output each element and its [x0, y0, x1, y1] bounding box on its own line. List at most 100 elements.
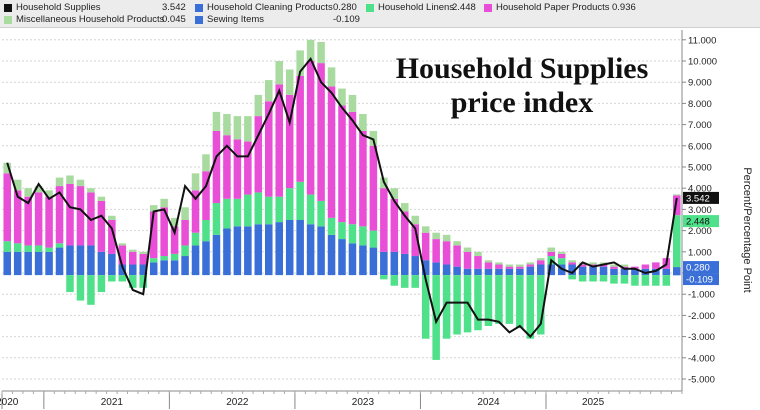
legend-label: Household Cleaning Products — [207, 2, 333, 13]
x-tick-label: 2024 — [477, 397, 500, 408]
bar-segment — [537, 275, 545, 335]
bar-segment — [149, 211, 158, 259]
bar-segment — [191, 232, 200, 246]
bar-segment — [505, 264, 514, 267]
bar-segment — [129, 275, 137, 288]
legend-item-household-linens[interactable]: Household Linens — [366, 2, 454, 13]
household-supplies-line — [6, 56, 678, 339]
bar-segment — [97, 275, 106, 293]
bar-segment — [97, 200, 106, 252]
bar-segment — [212, 234, 221, 273]
bar-segment — [317, 226, 325, 273]
bar-segment — [45, 273, 53, 276]
bar-segment — [359, 130, 367, 227]
bar-segment — [223, 198, 231, 229]
legend-item-miscellaneous-household-products[interactable]: Miscellaneous Household Products — [4, 14, 164, 25]
bar-segment — [45, 251, 53, 273]
legend-item-household-cleaning-products[interactable]: Household Cleaning Products — [195, 2, 333, 13]
bar-segment — [212, 273, 221, 276]
bar-segment — [24, 251, 32, 273]
bar-segment — [97, 196, 106, 201]
bar-segment — [55, 186, 64, 244]
bar-segment — [359, 245, 367, 273]
bar-segment — [673, 273, 681, 276]
bar-segment — [359, 226, 367, 246]
bar-segment — [66, 273, 74, 276]
y-tick-label: 11.000 — [688, 35, 716, 46]
bar-segment — [599, 262, 608, 265]
bar-segment — [181, 245, 189, 257]
bar-segment — [34, 186, 43, 193]
y-tick-label: -3.000 — [688, 332, 715, 343]
bar-segment — [516, 275, 524, 329]
bar-segment — [568, 275, 576, 280]
bar-segment — [411, 273, 419, 276]
bar-segment — [505, 268, 514, 273]
bar-segment — [505, 273, 514, 276]
bar-segment — [411, 215, 419, 225]
y-tick-label: -1.000 — [688, 290, 715, 301]
bar-segment — [170, 217, 179, 227]
bar-segment — [401, 275, 409, 288]
bar-segment — [401, 273, 409, 276]
bar-segment — [285, 273, 294, 276]
bar-segment — [547, 251, 555, 257]
bar-segment — [610, 266, 618, 269]
chart-title-line2: price index — [451, 86, 594, 119]
bar-segment — [55, 177, 64, 187]
bar-segment — [568, 260, 576, 263]
bar-segment — [139, 264, 147, 273]
bar-segment — [421, 273, 430, 276]
bar-segment — [453, 241, 461, 246]
legend-value: -0.109 — [333, 14, 360, 25]
bar-segment — [317, 63, 325, 201]
bar-segment — [181, 207, 189, 220]
bar-segment — [66, 183, 74, 246]
bar-segment — [327, 273, 336, 276]
bar-segment — [139, 275, 147, 288]
legend-swatch — [4, 15, 12, 24]
bar-segment — [516, 268, 524, 273]
bar-segment — [432, 262, 440, 273]
bar-segment — [673, 195, 681, 216]
bar-segment — [662, 275, 671, 286]
bar-segment — [673, 215, 681, 268]
legend-item-household-paper-products[interactable]: Household Paper Products — [484, 2, 610, 13]
legend-value: 0.045 — [162, 14, 186, 25]
bar-segment — [568, 262, 576, 265]
bar-segment — [432, 275, 440, 360]
bar-segment — [526, 262, 535, 265]
bar-segment — [411, 256, 419, 273]
bar-segment — [202, 241, 210, 273]
bar-segment — [129, 251, 137, 265]
last-value-marker-label: 0.280 — [686, 263, 710, 274]
bar-segment — [160, 207, 168, 257]
bar-segment — [212, 130, 221, 204]
bar-segment — [66, 275, 74, 293]
bar-segment — [338, 273, 346, 276]
bar-segment — [3, 251, 11, 273]
bar-segment — [526, 266, 535, 273]
bar-segment — [673, 194, 681, 196]
bar-segment — [24, 273, 32, 276]
bar-segment — [118, 243, 127, 246]
bar-segment — [484, 275, 493, 326]
bar-segment — [285, 94, 294, 189]
bar-segment — [254, 224, 263, 273]
bar-segment — [296, 50, 304, 76]
bar-segment — [578, 275, 587, 282]
bar-segment — [306, 39, 315, 61]
bar-segment — [296, 273, 304, 276]
x-tick-label: 2021 — [101, 397, 124, 408]
bar-segment — [34, 273, 43, 276]
bar-segment — [254, 116, 263, 193]
bar-segment — [537, 273, 545, 276]
legend-swatch — [484, 3, 492, 12]
bar-segment — [202, 220, 210, 242]
bar-segment — [327, 67, 336, 87]
bar-segment — [97, 273, 106, 276]
legend-item-household-supplies[interactable]: Household Supplies — [4, 2, 101, 13]
legend-item-sewing-items[interactable]: Sewing Items — [195, 14, 264, 25]
bar-segment — [13, 251, 22, 273]
bar-segment — [589, 262, 597, 265]
